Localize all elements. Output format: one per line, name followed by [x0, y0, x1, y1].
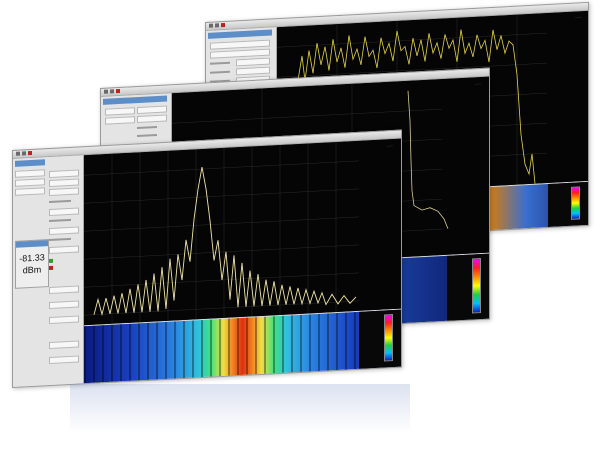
setting-field[interactable] — [236, 66, 270, 76]
setting-field[interactable] — [49, 315, 79, 325]
setting-field[interactable] — [137, 105, 167, 115]
setting-field[interactable] — [15, 178, 45, 187]
window-control-icon[interactable] — [215, 23, 219, 28]
status-led-icon — [49, 258, 53, 264]
setting-field[interactable] — [49, 245, 79, 255]
window-control-icon[interactable] — [16, 151, 20, 156]
record-icon[interactable] — [28, 150, 32, 156]
stop-icon[interactable] — [116, 88, 120, 94]
window-control-icon[interactable] — [104, 89, 108, 94]
window-control-icon[interactable] — [110, 89, 114, 94]
setting-field[interactable] — [49, 226, 79, 236]
reflection — [70, 384, 410, 434]
stop-icon[interactable] — [221, 22, 225, 28]
setting-field[interactable] — [49, 300, 79, 310]
level-readout: -81.33 dBm — [15, 239, 49, 289]
setting-field[interactable] — [15, 187, 45, 196]
setting-field[interactable] — [49, 355, 79, 365]
window-control-icon[interactable] — [22, 151, 26, 156]
window-control-icon[interactable] — [209, 23, 213, 28]
setting-field[interactable] — [236, 57, 270, 67]
spectrum-trace — [84, 138, 401, 326]
spectrum-window-front: -81.33 dBm ........ — [12, 129, 402, 388]
setting-field[interactable] — [15, 169, 45, 178]
setting-field[interactable] — [49, 187, 79, 197]
level-value: -81.33 — [19, 252, 45, 264]
setting-field[interactable] — [105, 107, 135, 116]
spectrum-plot: ........ — [84, 138, 401, 326]
setting-field[interactable] — [49, 169, 79, 179]
level-unit: dBm — [22, 264, 42, 276]
setting-field[interactable] — [49, 178, 79, 188]
status-led-icon — [49, 265, 53, 271]
setting-field[interactable] — [137, 114, 167, 124]
setting-field[interactable] — [105, 116, 135, 125]
setting-field[interactable] — [49, 340, 79, 350]
setting-field[interactable] — [49, 207, 79, 217]
setting-field[interactable] — [49, 285, 79, 295]
